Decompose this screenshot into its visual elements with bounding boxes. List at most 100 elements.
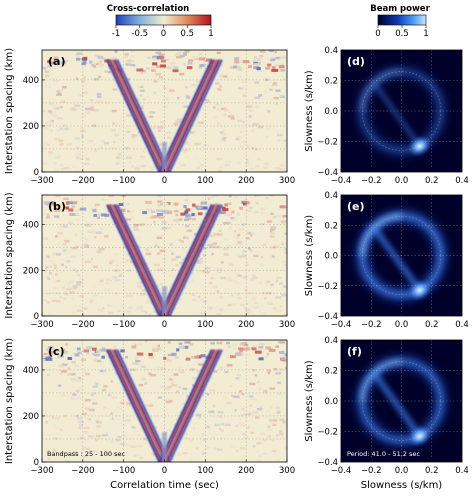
cc-noise-cell <box>237 161 241 165</box>
cc-noise-cell <box>216 87 220 91</box>
cc-noise-cell <box>259 436 262 440</box>
cc-noise-cell <box>182 403 186 406</box>
beam-panel-1: −0.4 −0.2 0.0 0.2 0.4 −0.4 −0.2 0.0 0.2 0.4 (d) Slo… <box>304 46 469 186</box>
cc-noise-cell <box>248 115 252 118</box>
cc-noise-cell <box>57 354 64 358</box>
cc-noise-cell <box>256 69 263 72</box>
cc-noise-cell <box>104 142 110 145</box>
cc-xtick-label: 300 <box>279 466 295 476</box>
cc-noise-cell <box>119 401 125 405</box>
cc-noise-cell <box>273 243 279 246</box>
cc-noise-cell <box>182 452 188 455</box>
cc-noise-cell <box>79 436 85 440</box>
cc-noise-cell <box>229 384 233 388</box>
beam-annotation: Period: 41.0 - 51.2 sec <box>347 450 420 458</box>
colorbar-tick-label: 1 <box>423 29 428 39</box>
cc-noise-cell <box>157 268 163 271</box>
cc-noise-cell <box>274 50 277 54</box>
cc-noise-cell <box>275 56 281 60</box>
cc-noise-cell <box>145 200 152 204</box>
cc-noise-cell <box>42 355 49 359</box>
cc-noise-cell <box>71 108 77 111</box>
cc-noise-cell <box>125 218 132 221</box>
cc-noise-cell <box>202 433 205 436</box>
cc-noise-cell <box>157 200 163 203</box>
cc-noise-cell <box>230 142 235 145</box>
cc-noise-cell <box>279 304 282 308</box>
cc-noise-cell <box>217 411 224 414</box>
cc-noise-cell <box>205 425 210 429</box>
cc-noise-cell <box>50 61 56 65</box>
cc-noise-cell <box>221 423 225 426</box>
cc-ytick-label: 400 <box>23 366 39 376</box>
cc-noise-cell <box>109 304 114 308</box>
cc-noise-cell <box>168 274 174 278</box>
cc-noise-cell <box>173 210 179 213</box>
cc-ytick-label: 200 <box>23 122 39 132</box>
cc-noise-cell <box>131 426 136 429</box>
cc-noise-cell <box>55 427 59 430</box>
cc-noise-cell <box>169 378 173 381</box>
cc-noise-cell <box>118 138 122 141</box>
cc-noise-cell <box>137 285 142 289</box>
cc-noise-cell <box>191 83 198 87</box>
cc-noise-cell <box>255 105 260 109</box>
cc-noise-cell <box>216 341 223 345</box>
cc-wavefront <box>168 349 223 462</box>
cc-noise-cell <box>72 268 77 271</box>
cc-noise-cell <box>276 276 282 280</box>
cc-noise-cell <box>231 293 234 297</box>
cc-noise-cell <box>115 439 121 442</box>
cc-noise-cell <box>149 407 153 411</box>
beam-colorbar-title: Beam power <box>370 4 430 14</box>
cc-noise-cell <box>82 446 86 450</box>
cc-noise-cell <box>238 228 244 231</box>
cc-noise-cell <box>67 367 71 370</box>
cc-noise-cell <box>165 131 172 135</box>
cc-noise-cell <box>137 305 143 309</box>
cc-noise-cell <box>186 139 190 142</box>
cc-annotation: Bandpass : 25 - 100 sec <box>47 450 125 458</box>
cc-noise-cell <box>125 252 131 255</box>
cc-noise-cell <box>183 236 187 239</box>
cc-noise-cell <box>124 146 130 150</box>
cc-noise-cell <box>104 70 109 73</box>
cc-noise-cell <box>191 412 197 416</box>
cc-noise-cell <box>199 63 205 67</box>
cc-noise-cell <box>93 77 99 81</box>
cc-wavefront <box>115 59 171 172</box>
cc-noise-cell <box>138 383 144 387</box>
beam-ytick-label: 0.0 <box>324 252 338 262</box>
cc-noise-cell <box>252 369 256 372</box>
cc-wavefront <box>115 349 171 462</box>
cc-noise-cell <box>43 142 48 146</box>
cc-noise-cell <box>185 225 190 228</box>
cc-noise-cell <box>148 313 152 316</box>
cc-noise-cell <box>211 276 216 280</box>
cc-panel-label: (b) <box>48 200 66 213</box>
cc-noise-cell <box>276 133 283 137</box>
cc-noise-cell <box>198 416 201 419</box>
cc-noise-cell <box>153 80 158 83</box>
cc-noise-cell <box>240 254 246 258</box>
cc-noise-cell <box>62 243 67 246</box>
cc-noise-cell <box>271 83 278 87</box>
cc-noise-cell <box>138 84 141 87</box>
cc-noise-cell <box>229 65 235 69</box>
cc-noise-cell <box>209 233 212 237</box>
cc-noise-cell <box>223 253 229 256</box>
cc-wavefront <box>110 59 166 172</box>
cc-noise-cell <box>157 396 163 399</box>
cc-noise-cell <box>96 359 102 363</box>
beam-ytick-label: −0.2 <box>317 428 338 438</box>
cc-noise-cell <box>272 423 277 427</box>
cc-noise-cell <box>271 221 275 224</box>
cc-noise-cell <box>114 278 121 282</box>
cc-noise-cell <box>265 438 270 441</box>
beam-xtick-label: 0.4 <box>455 466 469 476</box>
cc-noise-cell <box>242 202 247 206</box>
cc-noise-cell <box>165 430 170 433</box>
cc-noise-cell <box>281 242 284 246</box>
cc-noise-cell <box>83 426 90 430</box>
cc-noise-cell <box>152 345 159 348</box>
